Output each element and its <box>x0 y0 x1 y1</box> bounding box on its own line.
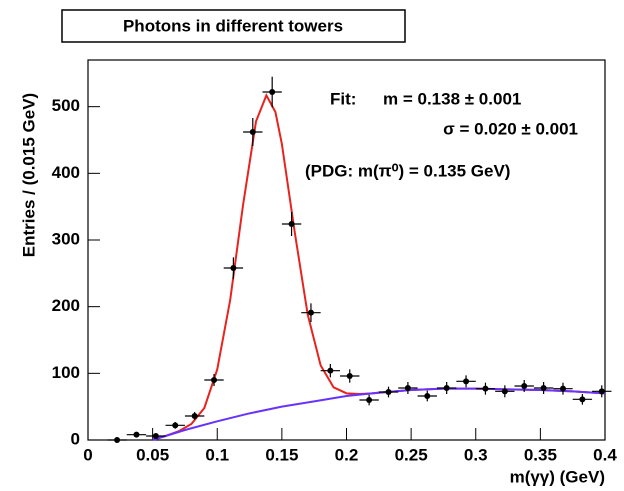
data-point <box>540 385 547 391</box>
x-tick-label: 0.25 <box>395 445 428 464</box>
y-tick-label: 0 <box>71 429 80 448</box>
data-point <box>269 89 276 95</box>
x-tick-label: 0 <box>83 445 92 464</box>
data-point <box>598 388 605 395</box>
y-axis-label: Entries / (0.015 GeV) <box>19 93 38 257</box>
data-point <box>346 373 353 379</box>
x-tick-label: 0.15 <box>265 445 298 464</box>
x-tick-label: 0.4 <box>593 445 617 464</box>
y-tick-label: 300 <box>52 229 80 248</box>
data-point <box>133 431 140 438</box>
data-point <box>288 221 295 227</box>
title-box <box>61 9 406 43</box>
data-point <box>307 309 314 316</box>
data-point <box>521 383 528 389</box>
data-point <box>114 437 121 443</box>
annotation: (PDG: m(π⁰) = 0.135 GeV) <box>305 161 510 180</box>
x-tick-label: 0.1 <box>205 445 229 464</box>
data-point <box>559 385 566 392</box>
annotation: m = 0.138 ± 0.001 <box>383 89 521 108</box>
data-point <box>482 385 489 392</box>
data-point <box>385 389 392 395</box>
data-point <box>501 388 508 395</box>
data-point <box>443 385 450 391</box>
data-point <box>152 433 159 439</box>
x-axis-label: m(γγ) (GeV) <box>510 467 605 486</box>
data-point <box>463 378 470 385</box>
data-point <box>249 129 256 135</box>
chart-title: Photons in different towers <box>123 16 343 35</box>
x-tick-label: 0.05 <box>136 445 169 464</box>
x-tick-label: 0.3 <box>464 445 488 464</box>
data-point <box>366 397 373 403</box>
y-tick-label: 100 <box>52 363 80 382</box>
y-tick-label: 500 <box>52 96 80 115</box>
annotation: σ = 0.020 ± 0.001 <box>443 119 578 138</box>
data-point <box>230 265 237 271</box>
data-point <box>327 367 334 374</box>
x-tick-label: 0.35 <box>524 445 557 464</box>
data-point <box>191 413 198 419</box>
data-point <box>424 393 431 399</box>
y-tick-label: 400 <box>52 163 80 182</box>
annotation: Fit: <box>330 89 356 108</box>
data-point <box>172 422 179 429</box>
data-point <box>211 377 218 383</box>
data-point <box>404 385 411 391</box>
fit-curve <box>152 387 606 441</box>
data-point <box>579 396 586 403</box>
x-tick-label: 0.2 <box>335 445 359 464</box>
plot-frame <box>87 59 606 441</box>
y-tick-label: 200 <box>52 296 80 315</box>
